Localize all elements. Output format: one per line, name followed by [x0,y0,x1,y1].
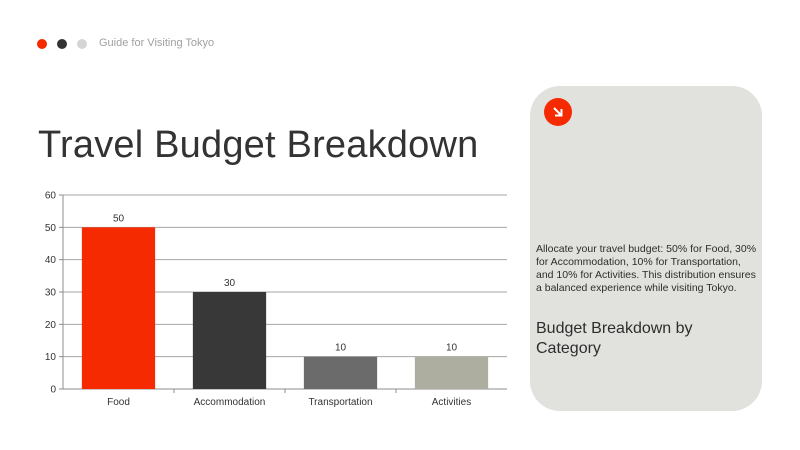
header-dot-red [37,39,47,49]
header-dots [37,39,87,49]
data-label: 50 [113,213,125,224]
slide-title: Travel Budget Breakdown [38,124,479,166]
card-heading: Budget Breakdown by Category [536,320,693,357]
data-label: 10 [446,343,458,354]
y-tick-label: 30 [45,288,57,299]
card-description: Allocate your travel budget: 50% for Foo… [536,243,757,294]
bar-activities [414,356,489,389]
bar-chart: 0 10 20 30 40 50 60 50 Food 30 Accommodation 10 Tran… [45,191,507,408]
x-tick-label: Accommodation [194,397,266,408]
header-dot-light [77,39,87,49]
data-label: 10 [335,343,347,354]
y-tick-label: 50 [45,223,57,234]
x-tick-label: Food [107,397,130,408]
bar-transportation [303,356,378,389]
arrow-down-right-icon[interactable] [544,98,572,126]
y-tick-label: 40 [45,255,57,266]
bar-accommodation [192,292,267,389]
x-tick-label: Transportation [308,397,372,408]
y-tick-label: 10 [45,352,57,363]
y-tick-label: 60 [45,191,57,202]
header-title: Guide for Visiting Tokyo [99,37,215,49]
bar-food [81,227,156,389]
data-label: 30 [224,278,236,289]
y-tick-label: 20 [45,320,57,331]
header-dot-dark [57,39,67,49]
x-tick-label: Activities [432,397,471,408]
y-tick-label: 0 [50,385,56,396]
info-card: Allocate your travel budget: 50% for Foo… [530,86,762,411]
